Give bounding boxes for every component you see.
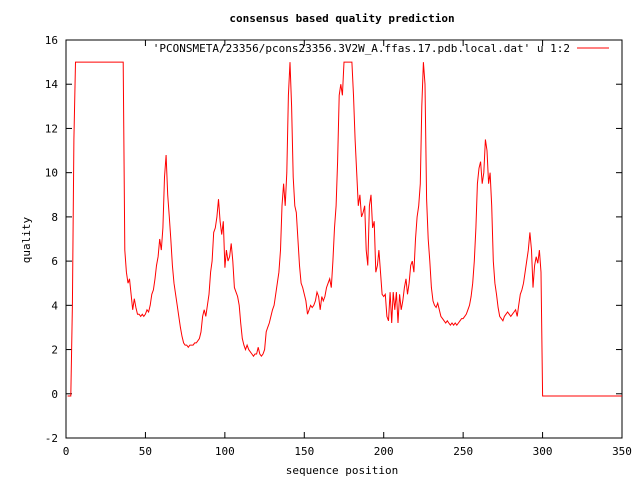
- x-tick-label: 50: [139, 445, 152, 458]
- y-tick-label: 12: [45, 122, 58, 135]
- y-tick-label: 16: [45, 34, 58, 47]
- y-tick-label: 14: [45, 78, 59, 91]
- series-layer: [67, 61, 622, 397]
- y-tick-label: 0: [51, 388, 58, 401]
- y-axis-label: quality: [20, 216, 33, 263]
- series-line: [67, 61, 622, 397]
- legend: 'PCONSMETA/23356/pcons23356.3V2W_A.ffas.…: [153, 42, 609, 55]
- plot-frame: [65, 39, 623, 439]
- x-tick-label: 300: [533, 445, 553, 458]
- x-tick-label: 250: [453, 445, 473, 458]
- x-tick-label: 0: [63, 445, 70, 458]
- y-tick-label: 4: [51, 299, 58, 312]
- y-tick-label: -2: [45, 432, 58, 445]
- y-tick-label: 8: [51, 211, 58, 224]
- x-tick-label: 200: [374, 445, 394, 458]
- x-tick-label: 350: [612, 445, 632, 458]
- x-axis-label: sequence position: [286, 464, 399, 477]
- y-tick-label: 10: [45, 167, 58, 180]
- legend-label: 'PCONSMETA/23356/pcons23356.3V2W_A.ffas.…: [153, 42, 570, 55]
- y-tick-label: 6: [51, 255, 58, 268]
- x-axis-ticks: 0 50 100 150 200 250 300 350: [63, 40, 632, 458]
- x-tick-label: 100: [215, 445, 235, 458]
- y-tick-label: 2: [51, 344, 58, 357]
- chart-title: consensus based quality prediction: [229, 12, 454, 25]
- x-tick-label: 150: [294, 445, 314, 458]
- y-axis-ticks: -2 0 2 4 6 8 10 12 14 16: [45, 34, 622, 445]
